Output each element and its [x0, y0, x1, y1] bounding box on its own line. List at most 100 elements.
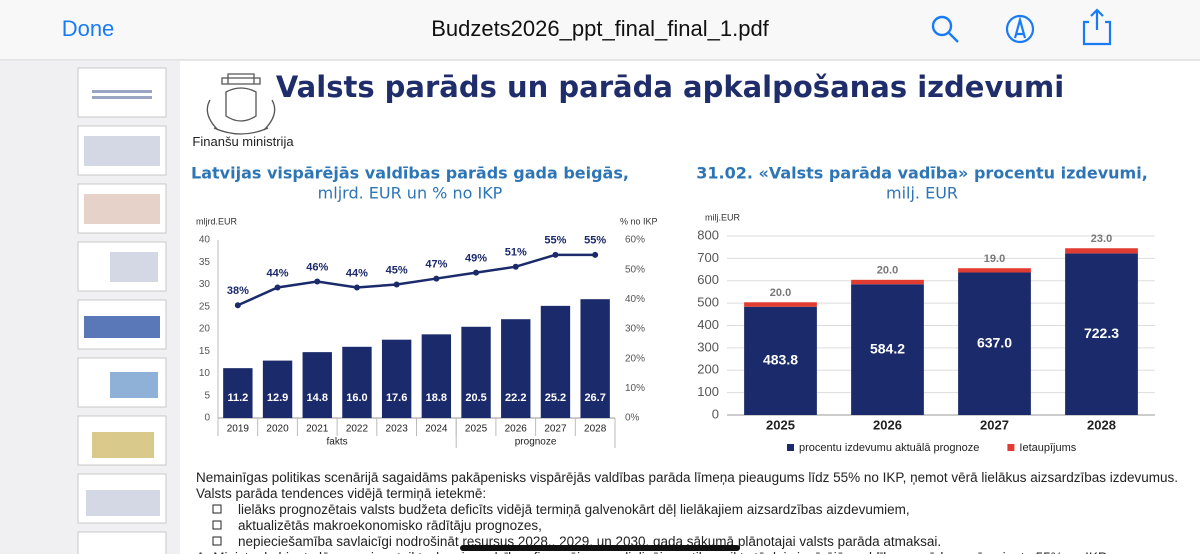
data-label: 17.6: [386, 392, 407, 404]
y-tick-label: 100: [697, 384, 719, 399]
data-label: 55%: [544, 235, 566, 247]
data-label: 722.3: [1084, 325, 1119, 341]
group-label: fakts: [327, 437, 348, 448]
data-label: 22.2: [505, 392, 526, 404]
data-label: 47%: [425, 258, 447, 270]
slide-title: Valsts parāds un parāda apkalpošanas izd…: [276, 70, 1064, 104]
data-label: 44%: [267, 267, 289, 279]
x-tick-label: 2028: [584, 424, 607, 435]
data-label: 20.0: [770, 287, 791, 299]
bar: [744, 306, 817, 415]
logo: [206, 73, 276, 135]
line-point: [314, 278, 321, 285]
bar: [421, 334, 452, 418]
legend-label: Ietaupījums: [1019, 442, 1076, 454]
y-axis-title: mljrd.EUR: [196, 216, 238, 226]
bullet-box: [212, 504, 222, 514]
data-label: 16.0: [346, 392, 367, 404]
x-tick-label: 2025: [465, 424, 488, 435]
line-point: [393, 281, 400, 288]
x-tick-label: 2028: [1087, 417, 1116, 432]
y-tick-label: 10: [199, 368, 211, 379]
bar: [744, 302, 817, 307]
x-tick-label: 2020: [266, 424, 289, 435]
legend-swatch: [1007, 444, 1015, 451]
y-tick-label: 30: [199, 279, 211, 290]
bar: [958, 272, 1031, 415]
y2-axis-title: % no IKP: [620, 216, 658, 226]
bar: [262, 360, 293, 418]
line-point: [592, 251, 599, 258]
data-label: 55%: [584, 235, 606, 247]
bar: [1065, 248, 1138, 254]
legend-label: procentu izdevumu aktuālā prognoze: [799, 442, 979, 454]
data-label: 20.5: [465, 392, 486, 404]
data-label: 18.8: [426, 392, 447, 404]
data-label: 14.8: [307, 392, 328, 404]
chart-title: Latvijas vispārējās valdības parāds gada…: [191, 164, 629, 183]
data-label: 49%: [465, 253, 487, 265]
y-tick-label: 500: [697, 295, 719, 310]
line-point: [512, 263, 519, 270]
x-tick-label: 2027: [980, 417, 1009, 432]
y2-tick-label: 60%: [625, 235, 645, 246]
chart-subtitle: mljrd. EUR un % no IKP: [318, 184, 503, 203]
data-label: 19.0: [984, 253, 1005, 265]
data-label: 11.2: [227, 392, 248, 404]
y-tick-label: 0: [204, 413, 210, 424]
bar: [540, 305, 571, 418]
chart-title: 31.02. «Valsts parāda vadība» procentu i…: [696, 164, 1148, 183]
data-label: 584.2: [870, 340, 905, 356]
y-tick-label: 20: [199, 324, 211, 335]
search-button[interactable]: [931, 15, 959, 43]
data-label: 20.0: [877, 265, 898, 277]
body-text: Nemainīgas politikas scenārijā sagaidāms…: [196, 470, 1178, 554]
x-tick-label: 2023: [386, 424, 409, 435]
y2-tick-label: 10%: [625, 383, 645, 394]
data-label: 38%: [227, 285, 249, 297]
toolbar: [0, 0, 1200, 60]
line-point: [552, 251, 559, 258]
bar: [342, 346, 372, 418]
y-tick-label: 200: [697, 362, 719, 377]
y-tick-label: 600: [697, 272, 719, 287]
y-axis-title: milj.EUR: [705, 212, 740, 222]
logo-caption: Finanšu ministrija: [192, 134, 294, 149]
data-label: 46%: [306, 261, 328, 273]
data-label: 51%: [505, 247, 527, 259]
y2-tick-label: 50%: [625, 264, 645, 275]
y-tick-label: 25: [199, 301, 211, 312]
x-tick-label: 2027: [544, 424, 567, 435]
charts: Latvijas vispārējās valdības parāds gada…: [191, 164, 1155, 454]
group-label: prognoze: [515, 437, 557, 448]
line-point: [274, 284, 281, 291]
y-tick-label: 800: [697, 227, 719, 242]
line-point: [433, 275, 440, 282]
done-button[interactable]: Done: [62, 16, 115, 41]
y-tick-label: 700: [697, 250, 719, 265]
data-label: 12.9: [267, 392, 288, 404]
y-tick-label: 0: [712, 406, 719, 421]
bar: [223, 368, 253, 418]
bar: [851, 279, 924, 285]
y-tick-label: 15: [199, 346, 211, 357]
paragraph: Valsts parāda tendences vidējā termiņā i…: [196, 486, 486, 501]
x-tick-label: 2022: [346, 424, 369, 435]
y2-tick-label: 40%: [625, 294, 645, 305]
line-series: [237, 253, 596, 307]
bullet-text: nepieciešamība savlaicīgi nodrošināt res…: [238, 534, 941, 549]
data-label: 23.0: [1091, 233, 1112, 245]
y-tick-label: 40: [199, 235, 211, 246]
share-button[interactable]: [1082, 8, 1112, 46]
file-title: Budzets2026_ppt_final_final_1.pdf: [431, 16, 769, 41]
y-tick-label: 300: [697, 339, 719, 354]
y2-tick-label: 30%: [625, 324, 645, 335]
thumbnail[interactable]: [77, 531, 167, 554]
bar: [302, 352, 332, 418]
markup-button[interactable]: [1005, 14, 1035, 44]
bar: [580, 299, 610, 418]
legend-swatch: [787, 444, 794, 451]
x-tick-label: 2024: [425, 424, 448, 435]
line-point: [473, 269, 480, 276]
